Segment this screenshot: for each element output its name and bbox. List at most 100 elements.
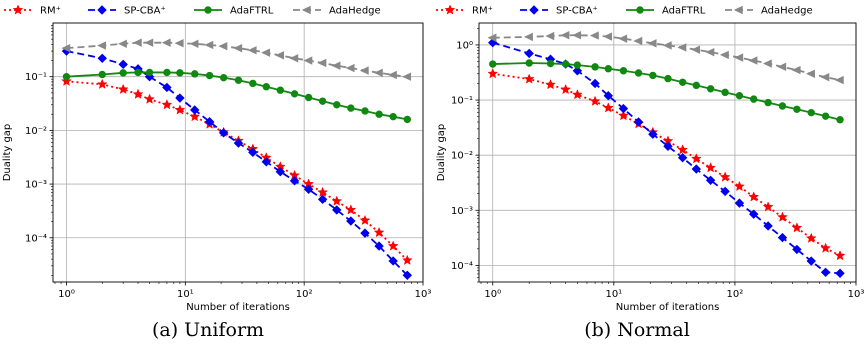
data-point: [836, 116, 844, 124]
series-adahedge: [487, 31, 844, 85]
data-point: [777, 62, 787, 72]
data-point: [402, 72, 412, 81]
data-point: [691, 164, 702, 174]
x-tick-label: 10²: [296, 289, 313, 300]
data-point: [720, 186, 730, 197]
data-point: [318, 97, 327, 105]
series-line: [66, 50, 408, 276]
data-point: [487, 68, 499, 79]
x-tick-label: 10⁰: [58, 289, 75, 300]
data-point: [778, 102, 787, 110]
data-point: [261, 157, 271, 167]
legend-item-rm: RM⁺: [436, 4, 493, 17]
data-point: [560, 31, 570, 40]
data-point: [602, 102, 614, 113]
data-point: [793, 105, 801, 113]
legend-marker: [529, 5, 539, 15]
series-spcba: [488, 37, 845, 278]
y-tick-label: 10⁻³: [451, 206, 473, 217]
data-point: [275, 51, 285, 60]
data-point: [373, 226, 385, 238]
data-point: [387, 240, 399, 251]
y-tick-label: 10⁻²: [25, 126, 47, 137]
y-tick-label: 10⁻⁴: [25, 233, 47, 244]
data-point: [345, 204, 357, 215]
data-point: [805, 232, 817, 243]
data-point: [218, 128, 229, 138]
data-point: [806, 69, 815, 78]
legend-item-rm: RM⁺: [4, 4, 61, 17]
chart-normal: 10⁰ 10¹ 10² 10³ 10⁻⁴ 10⁻³ 10⁻² 10⁻¹ 10⁰ Number of…: [436, 4, 864, 313]
data-point: [618, 103, 629, 114]
data-point: [777, 232, 788, 243]
data-point: [219, 73, 228, 82]
data-point: [734, 198, 745, 208]
data-point: [346, 216, 356, 226]
legend-label: SP-CBA⁺: [556, 6, 598, 17]
data-point: [604, 65, 612, 73]
x-tick-label: 10²: [727, 289, 744, 300]
y-tick-label: 10⁻²: [451, 151, 473, 162]
legend: RM⁺ SP-CBA⁺ AdaFTRL AdaHedge: [436, 4, 813, 17]
data-point: [677, 152, 688, 163]
data-point: [750, 95, 758, 103]
data-point: [145, 68, 154, 77]
data-point: [591, 63, 599, 71]
data-point: [248, 147, 258, 158]
data-point: [706, 85, 715, 93]
data-point: [618, 34, 628, 43]
legend-label: RM⁺: [472, 6, 493, 17]
data-point: [361, 107, 369, 115]
data-point: [791, 222, 803, 233]
x-tick-label: 10³: [415, 289, 432, 300]
data-point: [633, 36, 643, 46]
data-point: [373, 68, 383, 78]
data-point: [190, 105, 200, 115]
data-point: [374, 241, 384, 251]
data-point: [275, 166, 286, 177]
data-point: [276, 86, 285, 94]
legend-marker: [204, 6, 212, 14]
data-point: [734, 53, 744, 62]
data-point: [618, 110, 629, 121]
data-point: [834, 75, 844, 85]
data-point: [204, 40, 214, 50]
data-point: [572, 66, 583, 76]
data-point: [561, 60, 570, 68]
data-point: [387, 70, 397, 80]
data-point: [144, 38, 154, 47]
data-point: [589, 31, 599, 40]
x-axis-title: Number of iterations: [616, 302, 720, 313]
data-point: [603, 90, 613, 101]
series-adahedge: [61, 38, 412, 81]
data-point: [96, 78, 108, 89]
data-point: [748, 191, 760, 202]
data-point: [189, 39, 199, 48]
data-point: [663, 141, 673, 151]
data-point: [98, 70, 106, 79]
data-point: [489, 60, 497, 68]
data-point: [589, 95, 601, 106]
series-spcba: [61, 46, 413, 280]
data-point: [191, 70, 199, 78]
plot-frame: [52, 22, 424, 283]
data-point: [807, 108, 815, 117]
data-point: [777, 211, 788, 222]
data-point: [487, 33, 497, 42]
data-point: [303, 56, 313, 65]
legend-label: AdaFTRL: [662, 6, 706, 17]
data-point: [175, 93, 185, 103]
legend-item-spcba: SP-CBA⁺: [88, 5, 166, 17]
data-point: [161, 38, 171, 47]
data-point: [835, 268, 845, 278]
data-point: [735, 91, 744, 100]
data-point: [62, 72, 71, 81]
data-point: [289, 176, 300, 186]
data-point: [648, 129, 658, 139]
y-tick-label: 10⁻⁴: [451, 261, 473, 272]
data-point: [162, 82, 172, 93]
x-tick-label: 10¹: [177, 289, 194, 300]
data-point: [359, 66, 369, 75]
x-axis-title: Number of iterations: [186, 302, 290, 313]
caption-uniform: (a) Uniform: [151, 319, 265, 341]
